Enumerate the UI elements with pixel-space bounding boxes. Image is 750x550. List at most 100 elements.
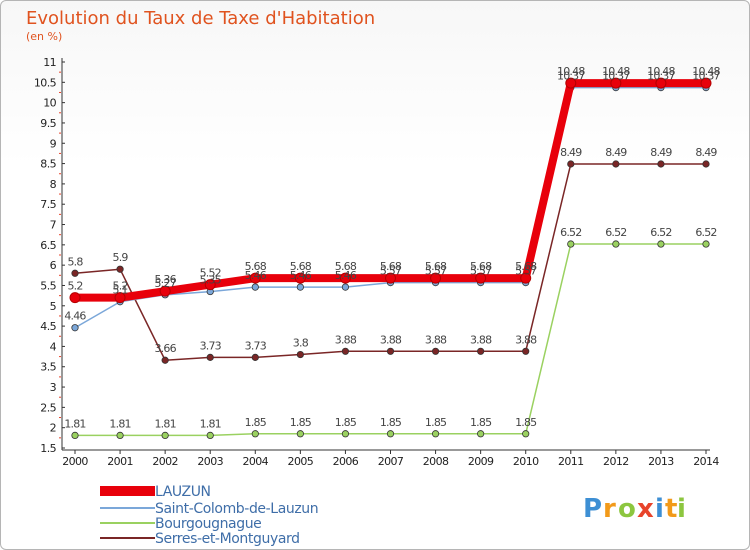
y-tick-label: 2 bbox=[50, 422, 56, 435]
data-label: 5.57 bbox=[380, 265, 402, 278]
data-label: 1.85 bbox=[470, 416, 492, 429]
data-point bbox=[567, 160, 575, 168]
data-point bbox=[386, 347, 395, 355]
x-tick-label: 2002 bbox=[152, 455, 178, 468]
legend-label: Saint-Colomb-de-Lauzun bbox=[155, 501, 318, 517]
y-minor-tick bbox=[59, 254, 61, 256]
y-tick-label: 9.5 bbox=[40, 117, 56, 130]
y-minor-tick bbox=[59, 437, 61, 439]
logo-letter: x bbox=[637, 494, 655, 524]
data-label: 8.49 bbox=[560, 146, 582, 159]
data-label: 8.49 bbox=[650, 146, 672, 159]
data-point bbox=[610, 77, 622, 89]
data-label: 1.85 bbox=[290, 416, 312, 429]
y-minor-tick bbox=[59, 213, 61, 215]
y-tick-label: 6.5 bbox=[40, 239, 56, 252]
y-tick-label: 10.5 bbox=[34, 76, 57, 89]
y-minor-tick bbox=[59, 173, 61, 175]
y-tick-label: 10 bbox=[43, 97, 56, 110]
data-label: 10.48 bbox=[557, 65, 585, 78]
data-point bbox=[116, 265, 124, 273]
y-tick-label: 8 bbox=[50, 178, 57, 191]
data-label: 3.73 bbox=[245, 339, 267, 352]
data-point bbox=[522, 430, 530, 438]
data-point bbox=[431, 430, 440, 438]
logo-letter: P bbox=[583, 494, 603, 524]
axes: 1.5 2 2.5 3 3.5 4 4.5 5 5.5 6 6.5 7 7.5 8 8.5 9 9.5 10 10.… bbox=[34, 56, 720, 468]
data-point bbox=[567, 240, 575, 248]
data-point bbox=[430, 272, 442, 284]
data-labels: 5.2 5.25.365.525.68 5.68 5.68 5.68 5.68 5.68 5.… bbox=[64, 65, 721, 430]
y-tick-label: 6 bbox=[50, 259, 57, 272]
data-label: 5.68 bbox=[470, 260, 492, 273]
data-label: 5.68 bbox=[245, 260, 267, 273]
data-label: 5.68 bbox=[515, 260, 537, 273]
y-tick-label: 11 bbox=[43, 56, 56, 69]
series-layer bbox=[69, 77, 712, 440]
data-label: 5.68 bbox=[425, 260, 447, 273]
data-point bbox=[655, 77, 667, 89]
data-label: 5.46 bbox=[335, 269, 357, 282]
y-minor-tick bbox=[59, 295, 61, 297]
data-point bbox=[251, 430, 259, 438]
data-point bbox=[657, 240, 665, 248]
data-label: 1.81 bbox=[154, 417, 175, 430]
data-label: 10.37 bbox=[557, 70, 585, 83]
x-tick-label: 2012 bbox=[603, 455, 629, 468]
data-point bbox=[206, 353, 214, 361]
data-point bbox=[206, 431, 214, 440]
data-point bbox=[385, 272, 396, 284]
data-label: 1.85 bbox=[245, 416, 267, 429]
data-point bbox=[657, 160, 665, 168]
data-point bbox=[294, 272, 306, 284]
data-point bbox=[431, 347, 440, 355]
data-point bbox=[71, 324, 79, 332]
data-point bbox=[204, 279, 216, 291]
data-label: 3.88 bbox=[470, 333, 492, 346]
data-label: 10.37 bbox=[647, 70, 675, 83]
data-label: 5.68 bbox=[335, 260, 357, 273]
data-point bbox=[114, 292, 126, 304]
data-label: 4.46 bbox=[64, 310, 86, 323]
data-label: 3.88 bbox=[425, 333, 447, 346]
x-tick-label: 2001 bbox=[107, 455, 133, 468]
data-point bbox=[477, 347, 485, 355]
y-minor-tick bbox=[59, 112, 61, 114]
x-tick-label: 2005 bbox=[288, 455, 314, 468]
y-minor-tick bbox=[59, 152, 61, 154]
data-label: 1.81 bbox=[109, 417, 130, 430]
data-label: 1.85 bbox=[380, 416, 402, 429]
legend-label: Bourgougnague bbox=[155, 516, 261, 532]
y-minor-tick bbox=[59, 356, 61, 358]
y-minor-tick bbox=[59, 193, 61, 195]
x-tick-label: 2009 bbox=[468, 455, 494, 468]
y-minor-tick bbox=[59, 315, 61, 317]
y-minor-tick bbox=[59, 71, 61, 73]
y-tick-label: 9 bbox=[50, 137, 57, 150]
data-label: 6.52 bbox=[605, 226, 626, 239]
x-tick-label: 2007 bbox=[378, 455, 404, 468]
data-point bbox=[159, 285, 171, 297]
data-point bbox=[296, 430, 304, 438]
y-tick-label: 1.5 bbox=[40, 442, 56, 455]
data-label: 3.66 bbox=[154, 342, 176, 355]
data-label: 3.8 bbox=[293, 337, 309, 350]
data-label: 1.81 bbox=[64, 417, 85, 430]
data-point bbox=[249, 272, 261, 284]
data-label: 5.68 bbox=[380, 260, 402, 273]
y-tick-label: 5 bbox=[50, 300, 57, 313]
logo-letter: o bbox=[618, 494, 637, 524]
x-tick-label: 2006 bbox=[333, 455, 359, 468]
data-label: 5.1 bbox=[113, 284, 128, 297]
data-point bbox=[296, 350, 304, 359]
data-label: 5.9 bbox=[113, 251, 129, 264]
data-label: 5.46 bbox=[290, 269, 312, 282]
logo-letter: t bbox=[665, 494, 678, 524]
data-label: 5.2 bbox=[67, 280, 82, 293]
x-tick-label: 2011 bbox=[558, 455, 584, 468]
data-point bbox=[341, 430, 350, 438]
data-label: 6.52 bbox=[650, 226, 671, 239]
y-tick-label: 7.5 bbox=[40, 198, 56, 211]
y-minor-tick bbox=[59, 335, 61, 337]
